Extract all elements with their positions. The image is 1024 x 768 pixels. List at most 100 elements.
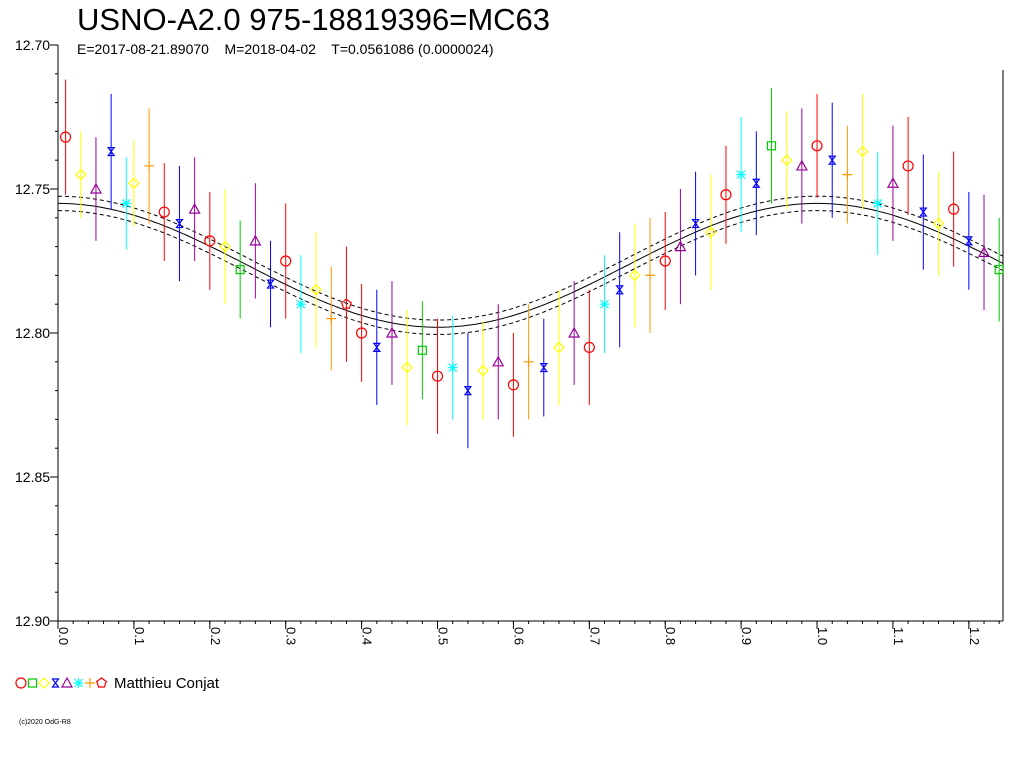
data-point	[645, 270, 656, 281]
data-point	[492, 355, 505, 367]
data-point	[629, 269, 641, 282]
y-tick-label: 12.80	[15, 325, 50, 341]
data-point	[704, 226, 717, 239]
data-point	[158, 206, 170, 218]
data-point	[856, 145, 869, 158]
data-point	[659, 255, 671, 267]
x-tick-label: 0.9	[739, 627, 754, 645]
y-tick-label: 12.75	[15, 181, 50, 197]
x-tick-label: 0.1	[132, 627, 147, 645]
data-point	[417, 345, 427, 355]
data-point	[872, 198, 883, 209]
data-point	[385, 326, 398, 338]
legend: Matthieu Conjat	[14, 674, 219, 692]
data-point	[431, 370, 444, 382]
data-point	[523, 356, 534, 367]
data-point	[401, 361, 414, 374]
x-tick-label: 0.2	[208, 627, 223, 645]
x-tick-label: 0.6	[511, 627, 526, 645]
y-tick-label: 12.85	[15, 469, 50, 485]
data-point	[932, 217, 945, 230]
data-point	[89, 182, 102, 194]
legend-symbol-star	[73, 678, 84, 688]
data-point	[128, 177, 140, 190]
data-point	[280, 255, 292, 267]
data-point	[902, 160, 914, 172]
x-tick-label: 0.5	[436, 627, 451, 645]
x-tick-label: 0.3	[284, 627, 299, 645]
data-point	[720, 189, 732, 201]
legend-symbol-triangle	[60, 676, 74, 688]
y-tick-label: 12.70	[15, 37, 50, 53]
data-point	[948, 203, 960, 215]
legend-symbol-hourglass	[51, 678, 60, 688]
data-point	[568, 326, 581, 338]
data-point	[106, 146, 116, 157]
x-tick-label: 0.0	[56, 627, 71, 645]
data-point	[691, 218, 700, 229]
fit-upper-band	[58, 195, 1004, 321]
data-point	[994, 265, 1004, 275]
data-point	[235, 265, 245, 275]
data-point	[249, 234, 262, 246]
legend-symbol-pentagon	[95, 677, 108, 688]
data-point	[828, 155, 837, 165]
data-point	[326, 313, 337, 324]
data-point	[919, 207, 928, 217]
data-point	[615, 285, 624, 295]
data-point	[188, 202, 201, 214]
data-point	[599, 299, 610, 310]
data-point	[539, 362, 548, 373]
data-point	[736, 169, 747, 180]
data-point	[752, 178, 761, 188]
x-tick-label: 1.0	[815, 627, 830, 645]
data-point	[842, 169, 853, 180]
data-points	[59, 79, 1004, 449]
data-point	[340, 298, 352, 309]
data-point	[121, 198, 132, 209]
data-point	[447, 362, 458, 373]
data-point	[674, 240, 687, 252]
chart-title: USNO-A2.0 975-18819396=MC63	[77, 2, 551, 37]
y-tick-label: 12.90	[15, 613, 50, 629]
legend-symbol-square	[27, 678, 38, 688]
data-point	[811, 140, 823, 152]
chart-subtitle: E=2017-08-21.89070 M=2018-04-02 T=0.0561…	[77, 41, 494, 57]
data-point	[204, 235, 216, 247]
data-point	[310, 283, 322, 296]
data-point	[507, 379, 520, 391]
data-point	[766, 141, 777, 151]
x-tick-label: 0.8	[663, 627, 678, 645]
x-tick-label: 1.1	[891, 627, 906, 645]
legend-symbol-diamond	[38, 677, 50, 689]
legend-symbol-cross	[85, 678, 95, 688]
data-point	[978, 246, 991, 257]
data-point	[583, 341, 595, 353]
data-point	[219, 240, 231, 253]
data-point	[59, 131, 72, 143]
data-point	[372, 342, 381, 352]
fit-center-line	[58, 202, 1004, 328]
data-point	[964, 236, 974, 246]
axes: 12.70 12.75 12.80 12.85 12.90 0.0 0.1 0.2 0.3 0.4…	[15, 37, 1004, 645]
fit-curve	[58, 195, 1004, 335]
data-point	[477, 364, 489, 377]
x-tick-label: 1.2	[967, 627, 982, 645]
x-tick-label: 0.4	[360, 627, 375, 645]
data-point	[175, 218, 184, 229]
legend-symbol-circle	[15, 677, 27, 689]
data-point	[795, 159, 808, 171]
data-point	[356, 327, 368, 339]
data-point	[886, 177, 899, 188]
data-point	[144, 160, 155, 171]
data-point	[266, 279, 275, 289]
data-point	[780, 154, 793, 167]
fit-lower-band	[58, 210, 1004, 335]
data-point	[74, 168, 87, 181]
data-point	[295, 299, 306, 310]
x-tick-label: 0.7	[587, 627, 602, 645]
copyright: (c)2020 OdG-R8	[19, 719, 71, 726]
data-point	[553, 341, 565, 354]
data-point	[463, 386, 473, 396]
